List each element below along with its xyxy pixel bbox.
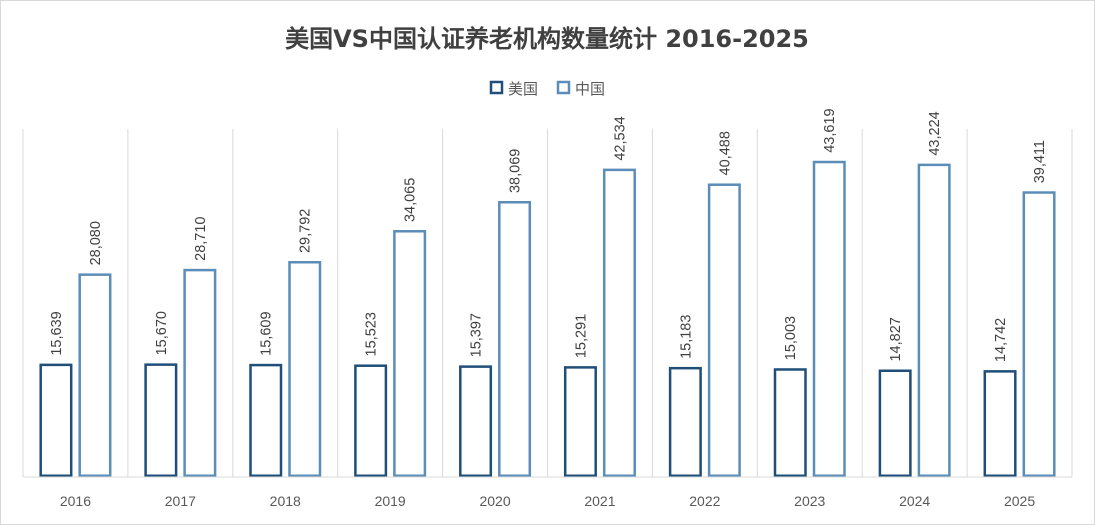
- data-label-cn-2016: 28,080: [88, 221, 104, 265]
- data-label-us-2025: 14,742: [993, 318, 1009, 362]
- bar-us-2017: [144, 363, 178, 477]
- data-label-us-2021: 15,291: [573, 314, 589, 358]
- x-tick-label-2025: 2025: [1004, 493, 1035, 509]
- bar-us-2025: [983, 370, 1017, 478]
- data-label-cn-2025: 39,411: [1032, 140, 1048, 183]
- bars: [39, 160, 1056, 478]
- data-label-us-2017: 15,670: [154, 311, 170, 355]
- x-tick-label-2023: 2023: [794, 493, 825, 509]
- data-label-cn-2017: 28,710: [193, 216, 209, 260]
- data-label-cn-2020: 38,069: [508, 149, 524, 193]
- bar-cn-2025: [1022, 191, 1056, 477]
- data-label-cn-2019: 34,065: [403, 178, 419, 222]
- chart-title: 美国VS中国认证养老机构数量统计 2016-2025: [285, 25, 809, 53]
- data-label-us-2018: 15,609: [259, 311, 275, 355]
- bar-us-2020: [459, 365, 493, 478]
- data-labels: 15,639 28,080 15,670 28,710 15,609 29,792 15,5…: [49, 108, 1048, 362]
- bar-cn-2024: [917, 163, 951, 477]
- data-label-us-2022: 15,183: [678, 315, 694, 359]
- legend-swatch-us: [489, 80, 504, 95]
- bar-cn-2018: [288, 261, 322, 477]
- data-label-us-2023: 15,003: [783, 316, 799, 360]
- data-label-cn-2021: 42,534: [612, 116, 628, 160]
- bar-us-2016: [39, 363, 73, 477]
- x-tick-label-2021: 2021: [584, 493, 615, 509]
- x-tick-label-2018: 2018: [270, 493, 301, 509]
- x-axis-ticks: 2016 2017 2018 2019 2020 2021 2022 2023 2024 2025: [60, 493, 1035, 509]
- x-tick-label-2016: 2016: [60, 493, 91, 509]
- x-tick-label-2022: 2022: [689, 493, 720, 509]
- bar-us-2019: [354, 364, 388, 477]
- bar-cn-2019: [393, 230, 427, 477]
- bar-us-2022: [668, 366, 702, 477]
- bar-cn-2021: [602, 168, 636, 477]
- bar-us-2024: [878, 369, 912, 477]
- data-label-cn-2023: 43,619: [822, 108, 838, 152]
- legend-label-us: 美国: [508, 80, 538, 98]
- data-label-us-2020: 15,397: [469, 313, 485, 357]
- x-tick-label-2020: 2020: [479, 493, 510, 509]
- bar-cn-2022: [707, 183, 741, 477]
- bar-us-2018: [249, 363, 283, 477]
- bar-cn-2016: [78, 273, 112, 478]
- x-tick-label-2024: 2024: [899, 493, 930, 509]
- grid-lines: [22, 129, 1073, 477]
- data-label-cn-2018: 29,792: [298, 209, 314, 253]
- legend-swatch-cn: [556, 80, 571, 95]
- bar-us-2021: [563, 366, 597, 478]
- data-label-cn-2024: 43,224: [927, 111, 943, 155]
- legend-label-cn: 中国: [575, 80, 605, 98]
- x-tick-label-2019: 2019: [375, 493, 406, 509]
- data-label-us-2024: 14,827: [888, 317, 904, 361]
- bar-cn-2017: [183, 268, 217, 478]
- data-label-cn-2022: 40,488: [717, 131, 733, 175]
- x-tick-label-2017: 2017: [165, 493, 196, 509]
- legend: 美国 中国: [489, 80, 605, 98]
- data-label-us-2019: 15,523: [364, 312, 380, 356]
- bar-cn-2020: [498, 200, 532, 477]
- bar-us-2023: [773, 368, 807, 477]
- bar-cn-2023: [812, 160, 846, 478]
- data-label-us-2016: 15,639: [49, 311, 65, 355]
